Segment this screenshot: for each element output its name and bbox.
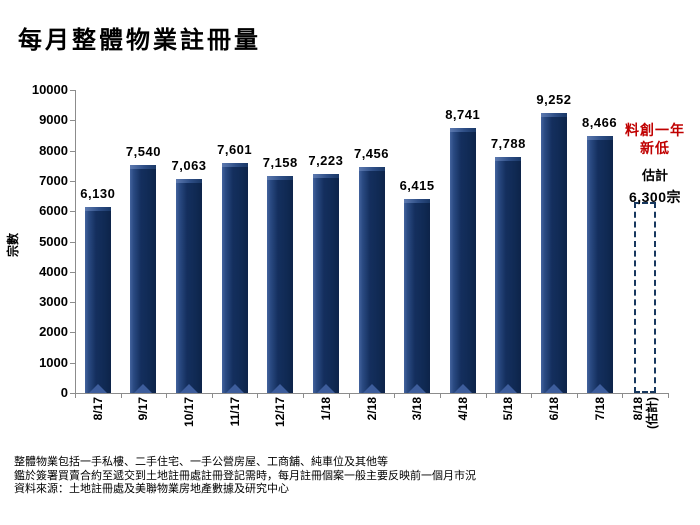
bar: [404, 199, 431, 393]
y-tick: [70, 211, 75, 213]
bar: [221, 163, 248, 393]
y-tick-label: 8000: [39, 142, 68, 158]
bar-value-label: 7,456: [353, 146, 390, 161]
x-tick: [485, 393, 487, 398]
y-axis-line: [75, 90, 76, 393]
bar: [312, 174, 339, 393]
bar-value-label: 9,252: [536, 92, 572, 107]
x-category-label: 8/17: [90, 397, 105, 421]
y-tick: [70, 150, 75, 152]
y-tick-label: 6000: [39, 203, 68, 219]
x-category-label: 2/18: [364, 397, 379, 421]
y-tick: [70, 302, 75, 304]
y-tick-label: 3000: [39, 294, 68, 310]
bar: [84, 207, 111, 393]
bar-value-label: 6,130: [80, 186, 116, 201]
x-category-label: 4/18: [455, 397, 470, 421]
bar: [176, 179, 203, 393]
bar-value-label: 7,601: [217, 142, 253, 157]
bar: [267, 176, 294, 393]
y-axis-title: 宗數: [6, 233, 20, 258]
y-tick: [70, 120, 75, 122]
x-tick: [576, 393, 578, 398]
y-tick: [70, 241, 75, 243]
bar: [495, 157, 522, 393]
x-tick: [531, 393, 533, 398]
bar-value-label: 8,466: [582, 115, 618, 130]
x-tick: [394, 393, 396, 398]
bar-value-label: 6,415: [399, 178, 435, 193]
x-category-label: 9/17: [136, 397, 151, 421]
annotation-headline: 料創一年 新低: [625, 123, 685, 157]
y-tick-label: 7000: [39, 172, 68, 188]
y-tick: [70, 332, 75, 334]
x-tick: [303, 393, 305, 398]
bar: [586, 136, 613, 393]
footnotes: 整體物業包括一手私樓、二手住宅、一手公營房屋、工商舖、純車位及其他等 鑑於簽署買…: [14, 456, 686, 497]
x-category-label: 12/17: [273, 397, 288, 428]
footnote-line: 鑑於簽署買賣合約至遞交到土地註冊處註冊登記需時，每月註冊個案一般主要反映前一個月…: [14, 469, 476, 482]
bar-value-label: 7,063: [171, 158, 207, 173]
chart-title: 每月整體物業註冊量: [18, 25, 261, 54]
x-category-label: 8/18 (估計): [631, 397, 660, 429]
bar: [449, 128, 476, 393]
y-tick-label: 10000: [31, 82, 68, 97]
bar-value-label: 7,540: [125, 144, 161, 159]
bar-value-label: 7,788: [490, 136, 526, 151]
annotation-estimate-value: 6,300宗: [628, 189, 682, 205]
bar: [540, 113, 567, 393]
x-axis-line: [75, 393, 668, 394]
bar: [358, 167, 385, 393]
bar-value-label: 8,741: [445, 107, 481, 122]
x-tick: [166, 393, 168, 398]
x-category-label: 10/17: [182, 397, 197, 428]
y-tick: [70, 393, 75, 394]
annotation-estimate-caption: 估計: [641, 169, 668, 184]
x-category-label: 11/17: [227, 397, 242, 427]
y-tick-label: 5000: [39, 233, 68, 249]
estimated-bar: [634, 202, 657, 393]
x-category-label: 3/18: [410, 397, 425, 421]
x-category-label: 1/18: [318, 397, 333, 421]
x-tick: [622, 393, 624, 398]
footnote-line: 整體物業包括一手私樓、二手住宅、一手公營房屋、工商舖、純車位及其他等: [14, 456, 388, 468]
y-tick-label: 2000: [39, 324, 68, 340]
x-tick: [75, 393, 76, 398]
x-tick: [211, 393, 213, 398]
x-tick: [120, 393, 122, 398]
estimate-annotation: 料創一年 新低 估計 6,300宗: [610, 122, 700, 207]
x-category-label: 6/18: [546, 397, 561, 421]
x-category-label: 5/18: [501, 397, 516, 421]
footnote-source: 資料來源：土地註冊處及美聯物業房地產數據及研究中心: [14, 483, 289, 495]
y-tick: [70, 271, 75, 273]
x-tick: [439, 393, 441, 398]
bar-value-label: 7,158: [262, 155, 298, 170]
y-tick: [70, 180, 75, 182]
y-tick-label: 4000: [39, 263, 68, 279]
y-tick: [70, 90, 75, 91]
y-tick-label: 9000: [39, 112, 68, 128]
bar-value-label: 7,223: [308, 153, 344, 168]
y-tick-label: 1000: [39, 354, 68, 370]
y-tick: [70, 362, 75, 364]
x-tick: [257, 393, 259, 398]
x-tick: [348, 393, 350, 398]
y-tick-label: 0: [60, 385, 68, 400]
bar: [130, 165, 157, 393]
x-tick: [668, 393, 669, 398]
x-category-label: 7/18: [592, 397, 607, 421]
